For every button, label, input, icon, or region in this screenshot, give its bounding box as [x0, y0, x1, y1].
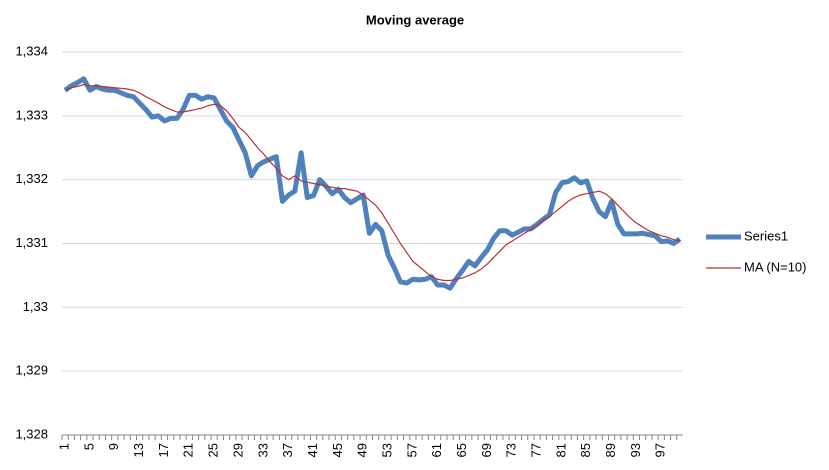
x-tick-label: 89: [603, 443, 618, 457]
y-tick-label: 1,33: [23, 299, 48, 314]
legend-label: MA (N=10): [744, 259, 807, 274]
x-tick-label: 97: [653, 443, 668, 457]
chart-title: Moving average: [366, 12, 464, 27]
legend-label: Series1: [744, 228, 788, 243]
x-tick-label: 49: [355, 443, 370, 457]
series-line: [64, 83, 681, 282]
x-tick-label: 65: [454, 443, 469, 457]
x-tick-label: 9: [106, 443, 121, 450]
x-tick-label: 41: [305, 443, 320, 457]
x-tick-label: 93: [628, 443, 643, 457]
x-tick-label: 25: [206, 443, 221, 457]
x-tick-label: 53: [379, 443, 394, 457]
y-tick-label: 1,333: [15, 107, 48, 122]
x-tick-label: 13: [131, 443, 146, 457]
x-tick-label: 61: [429, 443, 444, 457]
series-line: [63, 76, 682, 291]
x-tick-label: 21: [181, 443, 196, 457]
x-tick-label: 77: [529, 443, 544, 457]
x-tick-label: 81: [553, 443, 568, 457]
x-tick-label: 37: [280, 443, 295, 457]
y-tick-label: 1,334: [15, 43, 48, 58]
x-tick-label: 45: [330, 443, 345, 457]
y-tick-label: 1,332: [15, 171, 48, 186]
x-tick-label: 33: [255, 443, 270, 457]
x-tick-label: 1: [57, 443, 72, 450]
x-tick-label: 85: [578, 443, 593, 457]
y-tick-label: 1,331: [15, 235, 48, 250]
x-tick-label: 69: [479, 443, 494, 457]
x-tick-label: 57: [404, 443, 419, 457]
y-tick-label: 1,329: [15, 363, 48, 378]
x-tick-label: 73: [504, 443, 519, 457]
x-tick-label: 29: [230, 443, 245, 457]
y-tick-label: 1,328: [15, 426, 48, 441]
x-tick-label: 17: [156, 443, 171, 457]
x-tick-label: 5: [81, 443, 96, 450]
